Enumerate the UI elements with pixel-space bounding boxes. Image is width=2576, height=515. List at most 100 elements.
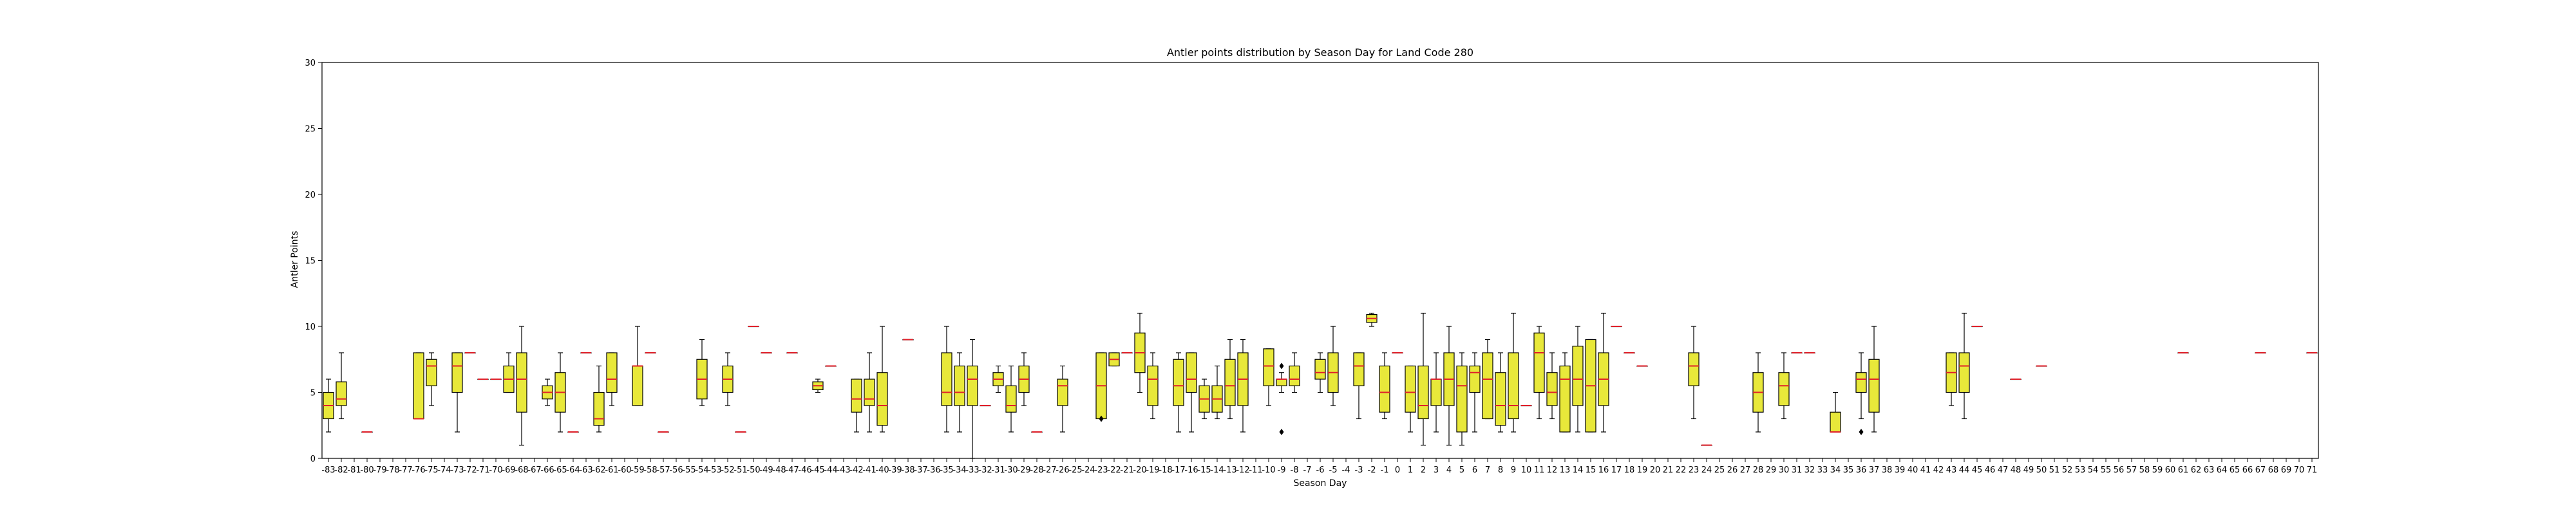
x-tick-label: 3 [1434,465,1439,475]
box-group [1701,444,1712,446]
y-tick-label: 10 [305,323,316,332]
x-tick-label: -28 [1030,465,1043,475]
box-group [1224,339,1236,420]
x-tick-label: 69 [2281,465,2292,475]
x-tick-label: -75 [424,465,438,475]
x-tick-label: -47 [785,465,799,475]
y-tick-label: 5 [310,389,316,398]
x-tick-label: -59 [630,465,644,475]
box [1830,411,1841,433]
box-group [1289,352,1300,393]
x-tick-label: -25 [1068,465,1082,475]
x-tick-label: -10 [1262,465,1275,475]
x-tick-label: 57 [2126,465,2137,475]
box-group [1469,352,1481,433]
x-tick-label: -29 [1017,465,1030,475]
x-tick-label: -42 [849,465,863,475]
box-group [490,379,502,380]
x-tick-label: -36 [927,465,940,475]
x-tick-label: -15 [1197,465,1211,475]
plot-area: 051015202530-83-82-81-80-79-78-77-76-75-… [305,59,2319,475]
box [1186,352,1197,393]
box-group [1868,326,1880,433]
x-tick-label: -32 [978,465,992,475]
x-tick-label: -60 [618,465,631,475]
box-group [503,352,515,393]
y-tick-label: 25 [305,125,316,135]
box [1353,352,1365,386]
x-tick-label: 39 [1895,465,1906,475]
x-tick-label: -16 [1184,465,1198,475]
x-tick-label: -61 [605,465,618,475]
x-tick-label: 54 [2088,465,2099,475]
box-group [902,339,914,341]
x-tick-label: 14 [1573,465,1584,475]
box-group [1946,352,1957,406]
x-tick-label: 15 [1586,465,1596,475]
x-tick-label: 1 [1408,465,1413,475]
box-group [477,379,489,380]
x-tick-label: 60 [2165,465,2176,475]
x-tick-label: 45 [1972,465,1983,475]
x-tick-label: -50 [746,465,760,475]
box [1778,372,1790,406]
x-tick-label: 7 [1485,465,1490,475]
box-group [1134,312,1146,393]
box-group [954,352,965,433]
x-tick-label: 48 [2011,465,2022,475]
x-tick-label: -52 [721,465,734,475]
box [451,352,463,393]
x-tick-label: 30 [1779,465,1790,475]
box-group [1353,352,1365,420]
x-tick-label: 6 [1472,465,1477,475]
x-tick-label: -81 [347,465,361,475]
x-tick-label: -73 [450,465,464,475]
x-tick-label: 52 [2062,465,2073,475]
x-tick-label: 34 [1830,465,1841,475]
x-tick-label: 25 [1714,465,1725,475]
x-tick-label: 24 [1701,465,1712,475]
box-group [696,339,708,406]
box [1147,365,1159,406]
x-axis-label: Season Day [1294,478,1347,489]
box [1469,365,1481,393]
box [1546,372,1558,406]
box-group [1636,365,1648,367]
x-tick-label: 20 [1650,465,1661,475]
box-group [606,352,618,406]
box [1379,365,1390,413]
x-tick-label: -70 [489,465,502,475]
x-tick-label: 21 [1663,465,1674,475]
x-tick-label: -11 [1249,465,1262,475]
x-tick-label: 46 [1985,465,1996,475]
plot-frame [321,62,2319,459]
x-tick-label: -82 [334,465,348,475]
box-group [1198,379,1210,420]
x-tick-label: -66 [540,465,554,475]
x-tick-label: -46 [798,465,811,475]
box-group [735,431,746,433]
x-tick-label: 8 [1498,465,1503,475]
box-group [658,431,669,433]
x-tick-label: -19 [1146,465,1159,475]
x-tick-label: 66 [2242,465,2253,475]
x-tick-label: -35 [940,465,953,475]
x-tick-label: -51 [734,465,747,475]
x-tick-label: -68 [515,465,528,475]
box-group [748,326,759,328]
x-tick-label: -31 [991,465,1005,475]
box-group [1598,312,1609,433]
x-tick-label: -37 [914,465,927,475]
x-tick-label: 26 [1727,465,1738,475]
x-tick-label: -7 [1303,465,1312,475]
x-tick-label: 32 [1804,465,1815,475]
box [426,359,437,386]
x-tick-label: -30 [1004,465,1018,475]
x-tick-label: -76 [412,465,425,475]
x-tick-label: -40 [875,465,889,475]
x-tick-label: 67 [2255,465,2266,475]
box-group [2010,379,2022,380]
x-tick-label: -3 [1355,465,1363,475]
x-tick-label: -71 [476,465,489,475]
